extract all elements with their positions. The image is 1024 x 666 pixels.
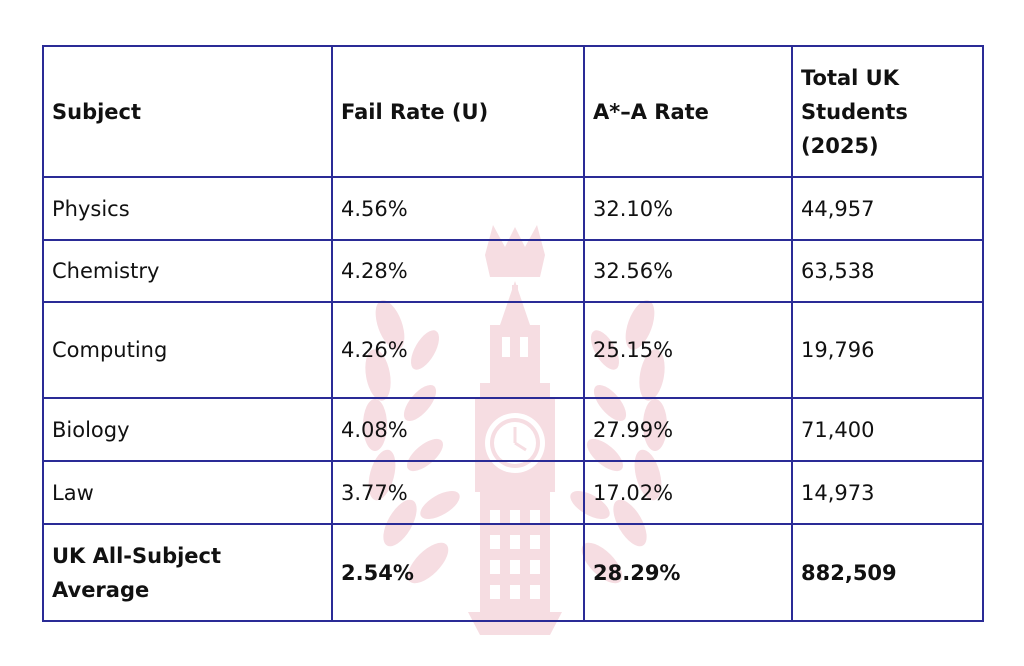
cell-total-students: 44,957 — [791, 176, 984, 241]
cell-a-star-a-rate: 27.99% — [583, 397, 793, 462]
cell-average-label: UK All-Subject Average — [42, 523, 333, 622]
cell-average-fail-rate: 2.54% — [331, 523, 585, 622]
table-row: Chemistry 4.28% 32.56% 63,538 — [42, 239, 984, 303]
table-row: Physics 4.56% 32.10% 44,957 — [42, 176, 984, 241]
cell-a-star-a-rate: 17.02% — [583, 460, 793, 525]
cell-fail-rate: 4.26% — [331, 301, 585, 399]
cell-subject: Chemistry — [42, 239, 333, 303]
cell-fail-rate: 3.77% — [331, 460, 585, 525]
header-fail-rate: Fail Rate (U) — [331, 45, 585, 178]
cell-fail-rate: 4.28% — [331, 239, 585, 303]
average-row: UK All-Subject Average 2.54% 28.29% 882,… — [42, 523, 984, 622]
cell-fail-rate: 4.56% — [331, 176, 585, 241]
cell-fail-rate: 4.08% — [331, 397, 585, 462]
cell-average-a-star-a-rate: 28.29% — [583, 523, 793, 622]
cell-subject: Biology — [42, 397, 333, 462]
table-header-row: Subject Fail Rate (U) A*–A Rate Total UK… — [42, 45, 984, 178]
table-row: Biology 4.08% 27.99% 71,400 — [42, 397, 984, 462]
cell-total-students: 19,796 — [791, 301, 984, 399]
cell-total-students: 63,538 — [791, 239, 984, 303]
results-table: Subject Fail Rate (U) A*–A Rate Total UK… — [42, 45, 984, 622]
cell-total-students: 14,973 — [791, 460, 984, 525]
cell-total-students: 71,400 — [791, 397, 984, 462]
table-row: Law 3.77% 17.02% 14,973 — [42, 460, 984, 525]
header-total-students: Total UK Students (2025) — [791, 45, 984, 178]
header-subject: Subject — [42, 45, 333, 178]
table-row: Computing 4.26% 25.15% 19,796 — [42, 301, 984, 399]
cell-subject: Computing — [42, 301, 333, 399]
cell-a-star-a-rate: 32.10% — [583, 176, 793, 241]
cell-a-star-a-rate: 32.56% — [583, 239, 793, 303]
cell-subject: Law — [42, 460, 333, 525]
cell-a-star-a-rate: 25.15% — [583, 301, 793, 399]
header-a-star-a-rate: A*–A Rate — [583, 45, 793, 178]
cell-average-total-students: 882,509 — [791, 523, 984, 622]
cell-subject: Physics — [42, 176, 333, 241]
